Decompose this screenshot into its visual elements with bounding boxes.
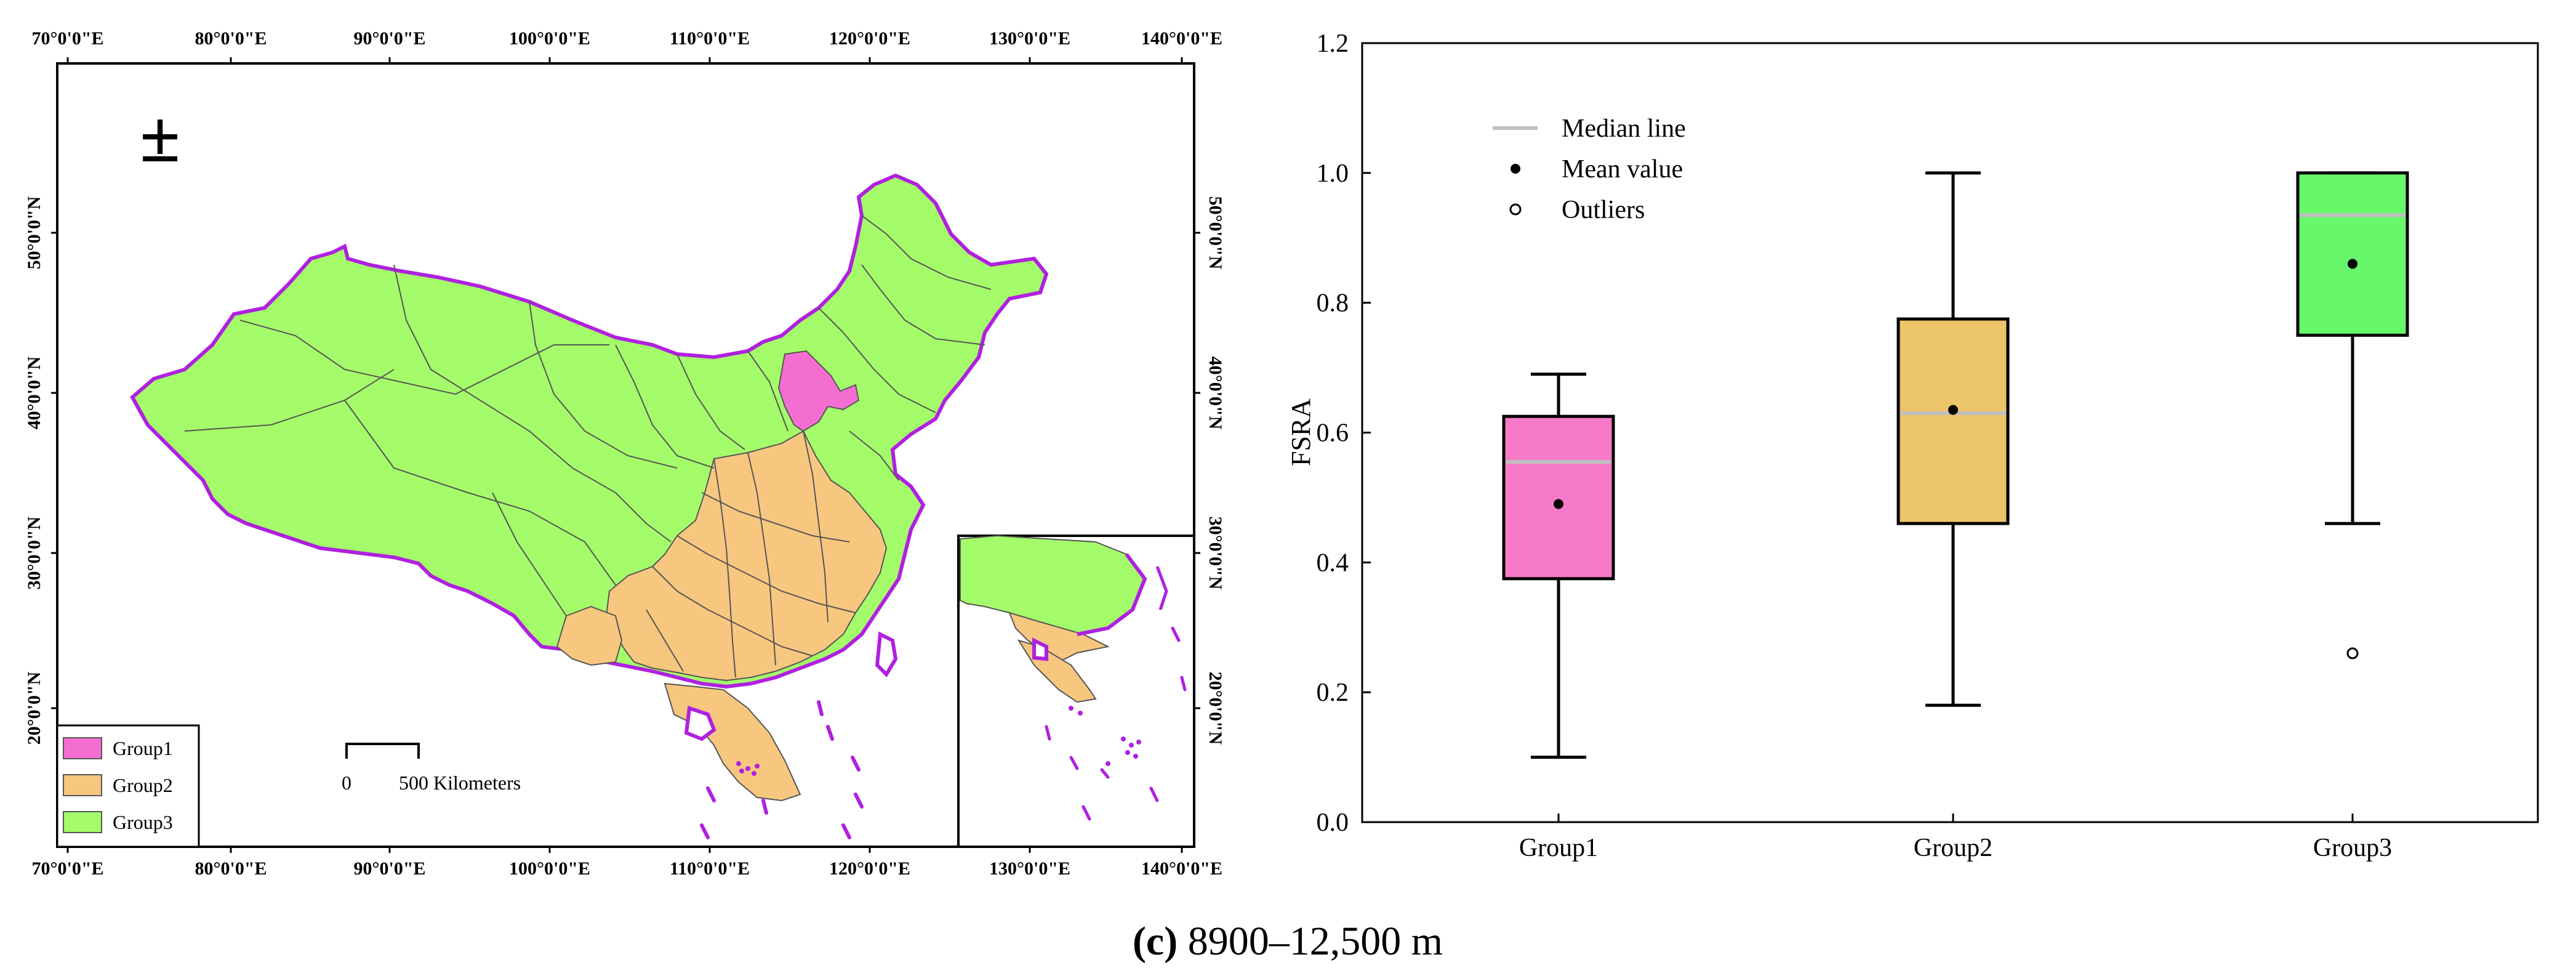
boxplot-panel: 0.0 0.2 0.4 0.6 0.8 1.0 1.2 FSRA Group1 … bbox=[1286, 30, 2539, 862]
plot-legend: Median line Mean value Outliers bbox=[1493, 115, 1686, 224]
scale-start-label: 0 bbox=[342, 772, 351, 794]
x-tick-label: Group3 bbox=[2313, 834, 2392, 862]
top-lon-label: 110°0'0"E bbox=[670, 28, 750, 49]
scale-bar: 0 500 Kilometers bbox=[342, 743, 521, 794]
legend-item-group3: Group3 bbox=[63, 811, 173, 833]
legend-label: Outliers bbox=[1562, 196, 1645, 224]
outlier-circle-icon bbox=[1509, 203, 1522, 216]
scale-end-label: 500 Kilometers bbox=[399, 772, 521, 794]
legend-label: Mean value bbox=[1562, 155, 1683, 184]
x-tick-label: Group1 bbox=[1519, 834, 1598, 862]
y-tick-label: 0.4 bbox=[1317, 549, 1349, 577]
right-lat-label: 20°0'0"N bbox=[1205, 672, 1226, 745]
left-lat-label: 40°0'0"N bbox=[24, 356, 44, 429]
bottom-lon-label: 140°0'0"E bbox=[1141, 858, 1222, 879]
map-legend: Group1 Group2 Group3 bbox=[56, 724, 200, 848]
china-map bbox=[130, 173, 1049, 839]
y-tick-label: 0.2 bbox=[1317, 679, 1349, 707]
right-lat-label: 40°0'0"N bbox=[1205, 357, 1226, 430]
caption-text: 8900–12,500 m bbox=[1178, 919, 1443, 964]
left-lat-label: 50°0'0"N bbox=[24, 196, 44, 269]
caption-letter: (c) bbox=[1133, 919, 1178, 964]
legend-item-group2: Group2 bbox=[63, 774, 173, 796]
legend-label: Median line bbox=[1562, 115, 1686, 143]
box-group1 bbox=[1502, 414, 1615, 581]
group2-region bbox=[605, 430, 888, 682]
legend-swatch bbox=[63, 774, 102, 796]
top-lon-label: 130°0'0"E bbox=[989, 28, 1070, 49]
mean-point bbox=[2348, 259, 2357, 269]
island bbox=[684, 705, 716, 741]
top-lon-label: 70°0'0"E bbox=[32, 28, 104, 49]
top-lon-label: 90°0'0"E bbox=[354, 28, 426, 49]
legend-label: Group2 bbox=[113, 774, 173, 796]
y-tick-label: 0.0 bbox=[1317, 809, 1349, 837]
bottom-lon-label: 130°0'0"E bbox=[989, 858, 1070, 879]
box-group3 bbox=[2296, 171, 2409, 337]
y-axis-label: FSRA bbox=[1286, 398, 1316, 466]
right-lat-label: 30°0'0"N bbox=[1205, 517, 1226, 590]
bottom-lon-label: 70°0'0"E bbox=[32, 858, 104, 879]
group2-region bbox=[664, 682, 801, 802]
map-frame bbox=[56, 62, 1195, 848]
group1-region bbox=[777, 350, 860, 432]
y-tick-label: 1.2 bbox=[1317, 30, 1349, 58]
left-lat-label: 30°0'0"N bbox=[24, 516, 44, 589]
x-tick-label: Group2 bbox=[1914, 834, 1992, 862]
mean-point bbox=[1948, 405, 1958, 415]
island bbox=[875, 631, 898, 677]
caption: (c) 8900–12,500 m bbox=[1133, 919, 1443, 964]
top-lon-label: 140°0'0"E bbox=[1141, 28, 1222, 49]
legend-label: Group1 bbox=[113, 737, 173, 759]
top-lon-label: 120°0'0"E bbox=[829, 28, 910, 49]
map-panel: 70°0'0"E 80°0'0"E 90°0'0"E 100°0'0"E 110… bbox=[24, 28, 1226, 879]
mean-point bbox=[1554, 499, 1563, 509]
north-arrow-icon: ± bbox=[140, 95, 180, 177]
inset-map bbox=[957, 535, 1195, 848]
right-lat-label: 50°0'0"N bbox=[1205, 196, 1226, 270]
mean-dot-icon bbox=[1511, 164, 1520, 174]
legend-swatch bbox=[63, 811, 102, 833]
y-tick-label: 0.8 bbox=[1317, 289, 1349, 318]
box-group2 bbox=[1896, 317, 2010, 525]
top-lon-label: 80°0'0"E bbox=[195, 28, 267, 49]
bottom-lon-label: 90°0'0"E bbox=[354, 858, 426, 879]
top-lon-label: 100°0'0"E bbox=[509, 28, 590, 49]
bottom-lon-label: 110°0'0"E bbox=[670, 858, 750, 879]
outlier-point bbox=[2346, 647, 2359, 660]
left-lat-label: 20°0'0"N bbox=[24, 671, 44, 745]
bottom-lon-label: 120°0'0"E bbox=[829, 858, 910, 879]
y-tick-label: 1.0 bbox=[1317, 159, 1349, 188]
bottom-lon-label: 100°0'0"E bbox=[509, 858, 590, 879]
y-tick-label: 0.6 bbox=[1317, 419, 1349, 448]
bottom-lon-label: 80°0'0"E bbox=[195, 858, 267, 879]
legend-swatch bbox=[63, 737, 102, 759]
legend-label: Group3 bbox=[113, 811, 173, 833]
group2-region bbox=[556, 605, 623, 666]
legend-item-group1: Group1 bbox=[63, 737, 173, 759]
